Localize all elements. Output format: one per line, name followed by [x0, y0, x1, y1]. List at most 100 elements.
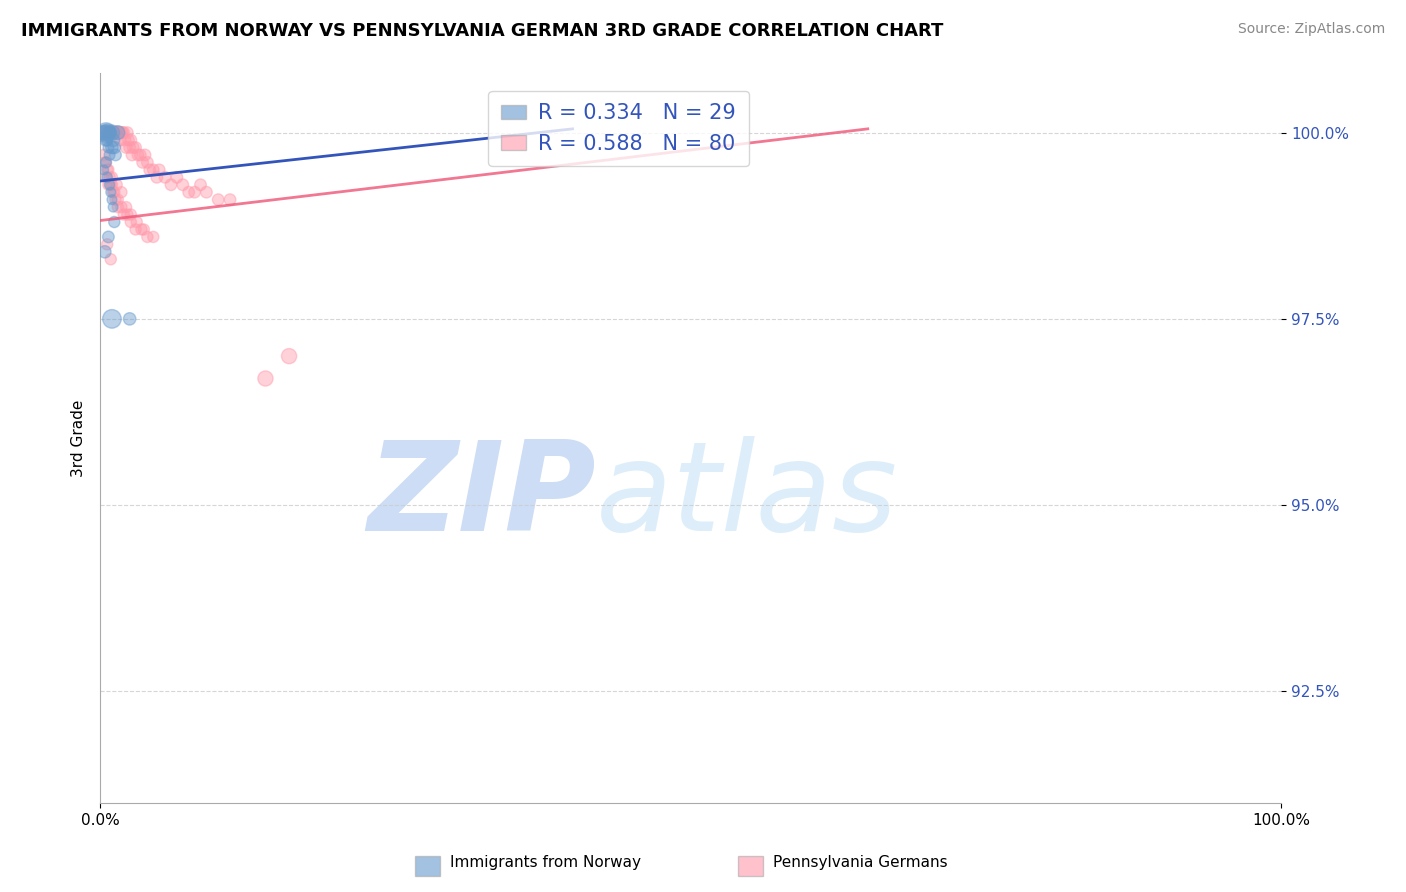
Text: atlas: atlas — [596, 436, 898, 557]
Y-axis label: 3rd Grade: 3rd Grade — [72, 400, 86, 477]
Point — [107, 193, 129, 207]
Point — [100, 178, 122, 192]
Point — [94, 155, 117, 169]
Point — [132, 222, 155, 236]
Point — [94, 155, 117, 169]
Point — [100, 252, 122, 267]
Point — [142, 162, 165, 177]
Point — [114, 133, 136, 147]
Point — [96, 133, 118, 147]
Point — [138, 162, 160, 177]
Point — [103, 215, 125, 229]
Point — [111, 126, 134, 140]
Point — [101, 311, 124, 326]
Point — [101, 126, 124, 140]
Point — [207, 193, 229, 207]
Point — [110, 200, 132, 214]
Point — [101, 126, 124, 140]
Text: Immigrants from Norway: Immigrants from Norway — [450, 855, 641, 870]
Point — [120, 133, 142, 147]
Point — [101, 133, 124, 147]
Point — [101, 200, 124, 214]
Point — [101, 178, 124, 192]
Point — [195, 185, 218, 199]
Point — [121, 148, 143, 162]
Point — [101, 126, 124, 140]
Point — [142, 230, 165, 244]
Point — [107, 126, 129, 140]
Point — [101, 170, 124, 185]
Point — [115, 140, 138, 154]
Point — [97, 230, 120, 244]
Point — [127, 148, 149, 162]
Point — [103, 140, 125, 154]
Point — [166, 170, 188, 185]
Point — [103, 126, 125, 140]
Point — [100, 185, 122, 199]
Point — [134, 148, 156, 162]
Text: IMMIGRANTS FROM NORWAY VS PENNSYLVANIA GERMAN 3RD GRADE CORRELATION CHART: IMMIGRANTS FROM NORWAY VS PENNSYLVANIA G… — [21, 22, 943, 40]
Point — [96, 162, 118, 177]
Point — [136, 230, 159, 244]
Point — [94, 155, 117, 169]
Point — [177, 185, 200, 199]
Point — [153, 170, 176, 185]
Point — [120, 208, 142, 222]
Text: ZIP: ZIP — [367, 436, 596, 557]
Point — [93, 126, 115, 140]
Point — [101, 140, 124, 154]
Point — [124, 222, 146, 236]
Point — [172, 178, 194, 192]
Point — [117, 133, 139, 147]
Point — [120, 215, 142, 229]
Point — [131, 155, 153, 169]
Point — [160, 178, 183, 192]
Point — [148, 162, 170, 177]
Point — [94, 170, 117, 185]
Point — [96, 170, 118, 185]
Point — [183, 185, 205, 199]
Point — [93, 148, 115, 162]
Point — [104, 193, 127, 207]
Point — [254, 371, 277, 385]
Point — [110, 185, 132, 199]
Point — [117, 126, 139, 140]
Point — [94, 244, 117, 259]
Point — [101, 193, 124, 207]
Point — [98, 148, 121, 162]
Point — [115, 200, 138, 214]
Point — [104, 148, 127, 162]
Point — [101, 185, 124, 199]
Text: Pennsylvania Germans: Pennsylvania Germans — [773, 855, 948, 870]
Point — [97, 126, 120, 140]
Point — [93, 162, 115, 177]
Point — [94, 126, 117, 140]
Point — [105, 178, 128, 192]
Point — [98, 126, 121, 140]
Point — [94, 126, 117, 140]
Point — [131, 222, 153, 236]
Point — [136, 155, 159, 169]
Point — [96, 126, 118, 140]
Text: Source: ZipAtlas.com: Source: ZipAtlas.com — [1237, 22, 1385, 37]
Point — [125, 215, 148, 229]
Point — [117, 208, 139, 222]
Point — [94, 126, 117, 140]
Point — [104, 126, 127, 140]
Point — [122, 140, 145, 154]
Point — [108, 126, 131, 140]
Point — [103, 185, 125, 199]
Point — [98, 178, 121, 192]
Point — [118, 311, 141, 326]
Legend: R = 0.334   N = 29, R = 0.588   N = 80: R = 0.334 N = 29, R = 0.588 N = 80 — [488, 91, 749, 166]
Point — [190, 178, 212, 192]
Point — [97, 162, 120, 177]
Point — [98, 126, 121, 140]
Point — [94, 133, 117, 147]
Point — [107, 126, 129, 140]
Point — [100, 126, 122, 140]
Point — [96, 237, 118, 252]
Point — [100, 126, 122, 140]
Point — [278, 349, 301, 363]
Point — [96, 126, 118, 140]
